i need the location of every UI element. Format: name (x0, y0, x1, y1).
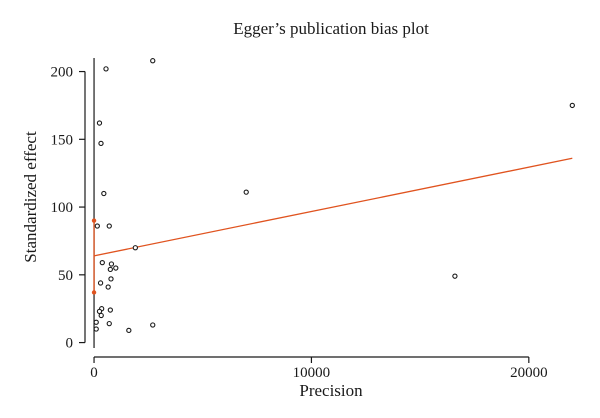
y-tick-label-0: 0 (66, 336, 74, 352)
data-point-14 (108, 276, 114, 282)
intercept-interval-high (91, 218, 97, 223)
data-point-6 (569, 102, 575, 109)
x-tick-label-2: 20000 (510, 365, 548, 381)
data-point-15 (97, 280, 104, 286)
regression-layer (91, 157, 573, 295)
data-point-7 (94, 223, 100, 229)
chart-title: Egger’s publication bias plot (233, 19, 429, 38)
y-tick-label-2: 100 (51, 200, 74, 216)
data-point-2 (96, 120, 103, 126)
data-point-17 (452, 273, 458, 279)
data-point-21 (98, 312, 104, 319)
y-axis-label: Standardized effect (21, 131, 40, 263)
data-point-5 (243, 189, 249, 195)
regression-line (93, 157, 573, 257)
data-point-8 (106, 223, 112, 229)
data-point-0 (103, 66, 109, 72)
data-point-22 (93, 319, 99, 325)
data-point-3 (98, 140, 104, 147)
x-tick-label-0: 0 (90, 365, 98, 381)
data-point-12 (107, 266, 113, 273)
data-point-10 (99, 259, 105, 266)
data-point-23 (106, 320, 112, 327)
data-point-1 (150, 58, 156, 64)
data-point-11 (108, 261, 115, 267)
data-point-20 (107, 307, 113, 313)
axes (84, 58, 529, 358)
data-point-9 (132, 245, 138, 251)
y-tick-label-4: 200 (51, 65, 74, 81)
x-axis-label: Precision (299, 381, 363, 400)
data-point-26 (126, 327, 132, 334)
y-tick-label-1: 50 (58, 268, 73, 284)
data-point-13 (113, 265, 119, 271)
data-point-16 (105, 284, 111, 290)
intercept-interval-low (91, 290, 97, 295)
x-tick-label-1: 10000 (293, 365, 331, 381)
y-tick-label-3: 150 (51, 132, 74, 148)
data-point-24 (150, 322, 156, 328)
data-points (93, 58, 575, 334)
data-point-25 (93, 326, 99, 332)
axis-ticks: 0 10000 20000 0 50 100 150 200 (51, 65, 548, 381)
data-point-4 (101, 190, 107, 197)
